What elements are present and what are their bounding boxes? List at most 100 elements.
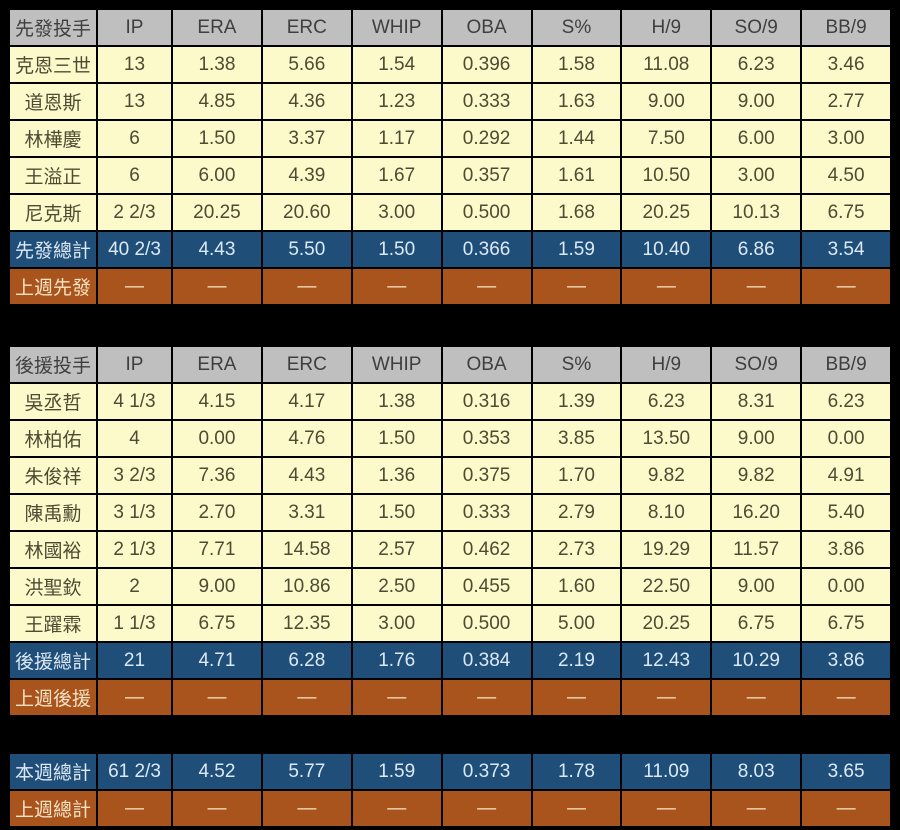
stat-cell: 8.31 (712, 384, 801, 419)
row-label-cell: 後援總計 (10, 643, 96, 678)
stat-cell: 0.333 (442, 495, 531, 530)
stat-cell: 0.500 (442, 195, 531, 230)
header-row: 先發投手 IP ERA ERC WHIP OBA S% H/9 SO/9 BB/9 (10, 10, 890, 45)
row-label-cell: 上週總計 (10, 791, 96, 826)
stat-cell: 10.86 (262, 569, 351, 604)
table-title: 後援投手 (10, 347, 96, 382)
stat-cell: 3.54 (802, 232, 890, 267)
row-label-cell: 道恩斯 (10, 84, 96, 119)
stat-cell: — (802, 269, 890, 304)
stat-cell: 1.76 (352, 643, 441, 678)
stat-cell: 0.384 (442, 643, 531, 678)
total-row: 本週總計 61 2/3 4.52 5.77 1.59 0.373 1.78 11.09 8.03… (10, 754, 890, 789)
stat-cell: 10.13 (712, 195, 801, 230)
row-label-cell: 王躍霖 (10, 606, 96, 641)
row-label-cell: 洪聖欽 (10, 569, 96, 604)
total-row: 先發總計 40 2/3 4.43 5.50 1.50 0.366 1.59 10.40 6.86… (10, 232, 890, 267)
stat-cell: 5.77 (262, 754, 351, 789)
relievers-table-block: 後援投手 IP ERA ERC WHIP OBA S% H/9 SO/9 BB/9 吳丞哲 4 1/… (8, 345, 892, 717)
stat-cell: 1.50 (173, 121, 261, 156)
stat-cell: 4.43 (262, 458, 351, 493)
stat-cell: 19.29 (622, 532, 711, 567)
stat-cell: 1.23 (352, 84, 441, 119)
stat-cell: — (622, 269, 711, 304)
stat-cell: — (262, 791, 351, 826)
stat-cell: 6.00 (173, 158, 261, 193)
stat-cell: — (712, 791, 801, 826)
stat-cell: 0.373 (442, 754, 531, 789)
row-label-cell: 先發總計 (10, 232, 96, 267)
stat-cell: 4.43 (173, 232, 261, 267)
stat-cell: — (532, 269, 621, 304)
stat-cell: 1.50 (352, 232, 441, 267)
column-header: H/9 (622, 347, 711, 382)
stat-cell: — (262, 269, 351, 304)
stat-cell: — (802, 680, 890, 715)
stat-cell: 0.455 (442, 569, 531, 604)
stat-cell: 4 1/3 (98, 384, 171, 419)
stat-cell: — (352, 269, 441, 304)
stat-cell: 0.316 (442, 384, 531, 419)
stat-cell: 1.63 (532, 84, 621, 119)
stat-cell: — (98, 791, 171, 826)
stat-cell: 6.28 (262, 643, 351, 678)
stat-cell: 13 (98, 47, 171, 82)
stat-cell: 3.37 (262, 121, 351, 156)
stat-cell: 0.00 (173, 421, 261, 456)
stat-cell: 3.86 (802, 532, 890, 567)
stat-cell: 3.85 (532, 421, 621, 456)
row-label-cell: 上週後援 (10, 680, 96, 715)
stat-cell: 1.38 (173, 47, 261, 82)
stat-cell: 3.00 (352, 606, 441, 641)
stat-cell: 8.03 (712, 754, 801, 789)
stat-cell: 0.357 (442, 158, 531, 193)
stat-cell: 6 (98, 121, 171, 156)
stat-cell: — (802, 791, 890, 826)
stat-cell: 7.50 (622, 121, 711, 156)
stat-cell: 0.366 (442, 232, 531, 267)
stat-cell: 20.25 (173, 195, 261, 230)
player-row: 陳禹勳 3 1/3 2.70 3.31 1.50 0.333 2.79 8.10 16.20 5.… (10, 495, 890, 530)
stat-cell: — (98, 680, 171, 715)
row-label-cell: 上週先發 (10, 269, 96, 304)
stat-cell: 1.78 (532, 754, 621, 789)
stat-cell: 1.54 (352, 47, 441, 82)
starters-table-block: 先發投手 IP ERA ERC WHIP OBA S% H/9 SO/9 BB/9 克恩三世 13 1… (8, 8, 892, 306)
stat-cell: 40 2/3 (98, 232, 171, 267)
column-header: OBA (442, 10, 531, 45)
stat-cell: 20.60 (262, 195, 351, 230)
player-row: 林樺慶 6 1.50 3.37 1.17 0.292 1.44 7.50 6.00 3.00 (10, 121, 890, 156)
stat-cell: — (173, 680, 261, 715)
stat-cell: 9.00 (712, 569, 801, 604)
stat-cell: 14.58 (262, 532, 351, 567)
row-label-cell: 林樺慶 (10, 121, 96, 156)
stat-cell: 4.85 (173, 84, 261, 119)
stat-cell: 4 (98, 421, 171, 456)
stat-cell: 2.50 (352, 569, 441, 604)
stat-cell: 6.75 (802, 606, 890, 641)
stat-cell: — (442, 791, 531, 826)
row-label-cell: 王溢正 (10, 158, 96, 193)
stat-cell: 1.50 (352, 495, 441, 530)
stat-cell: 16.20 (712, 495, 801, 530)
row-label-cell: 吳丞哲 (10, 384, 96, 419)
stat-cell: 9.00 (622, 84, 711, 119)
lastweek-row: 上週先發 — — — — — — — — — (10, 269, 890, 304)
stat-cell: 11.08 (622, 47, 711, 82)
stat-cell: 4.50 (802, 158, 890, 193)
player-row: 朱俊祥 3 2/3 7.36 4.43 1.36 0.375 1.70 9.82 9.82 4.9… (10, 458, 890, 493)
stat-cell: 13 (98, 84, 171, 119)
player-row: 吳丞哲 4 1/3 4.15 4.17 1.38 0.316 1.39 6.23 8.31 6.2… (10, 384, 890, 419)
stat-cell: 61 2/3 (98, 754, 171, 789)
column-header: ERA (173, 10, 261, 45)
stat-cell: 6.86 (712, 232, 801, 267)
stat-cell: 2.79 (532, 495, 621, 530)
stat-cell: 2.57 (352, 532, 441, 567)
player-row: 克恩三世 13 1.38 5.66 1.54 0.396 1.58 11.08 6.23 3.46 (10, 47, 890, 82)
column-header: S% (532, 347, 621, 382)
stat-cell: 6.23 (712, 47, 801, 82)
stat-cell: 20.25 (622, 606, 711, 641)
stat-cell: 3.46 (802, 47, 890, 82)
column-header: BB/9 (802, 10, 890, 45)
stat-cell: 1.67 (352, 158, 441, 193)
